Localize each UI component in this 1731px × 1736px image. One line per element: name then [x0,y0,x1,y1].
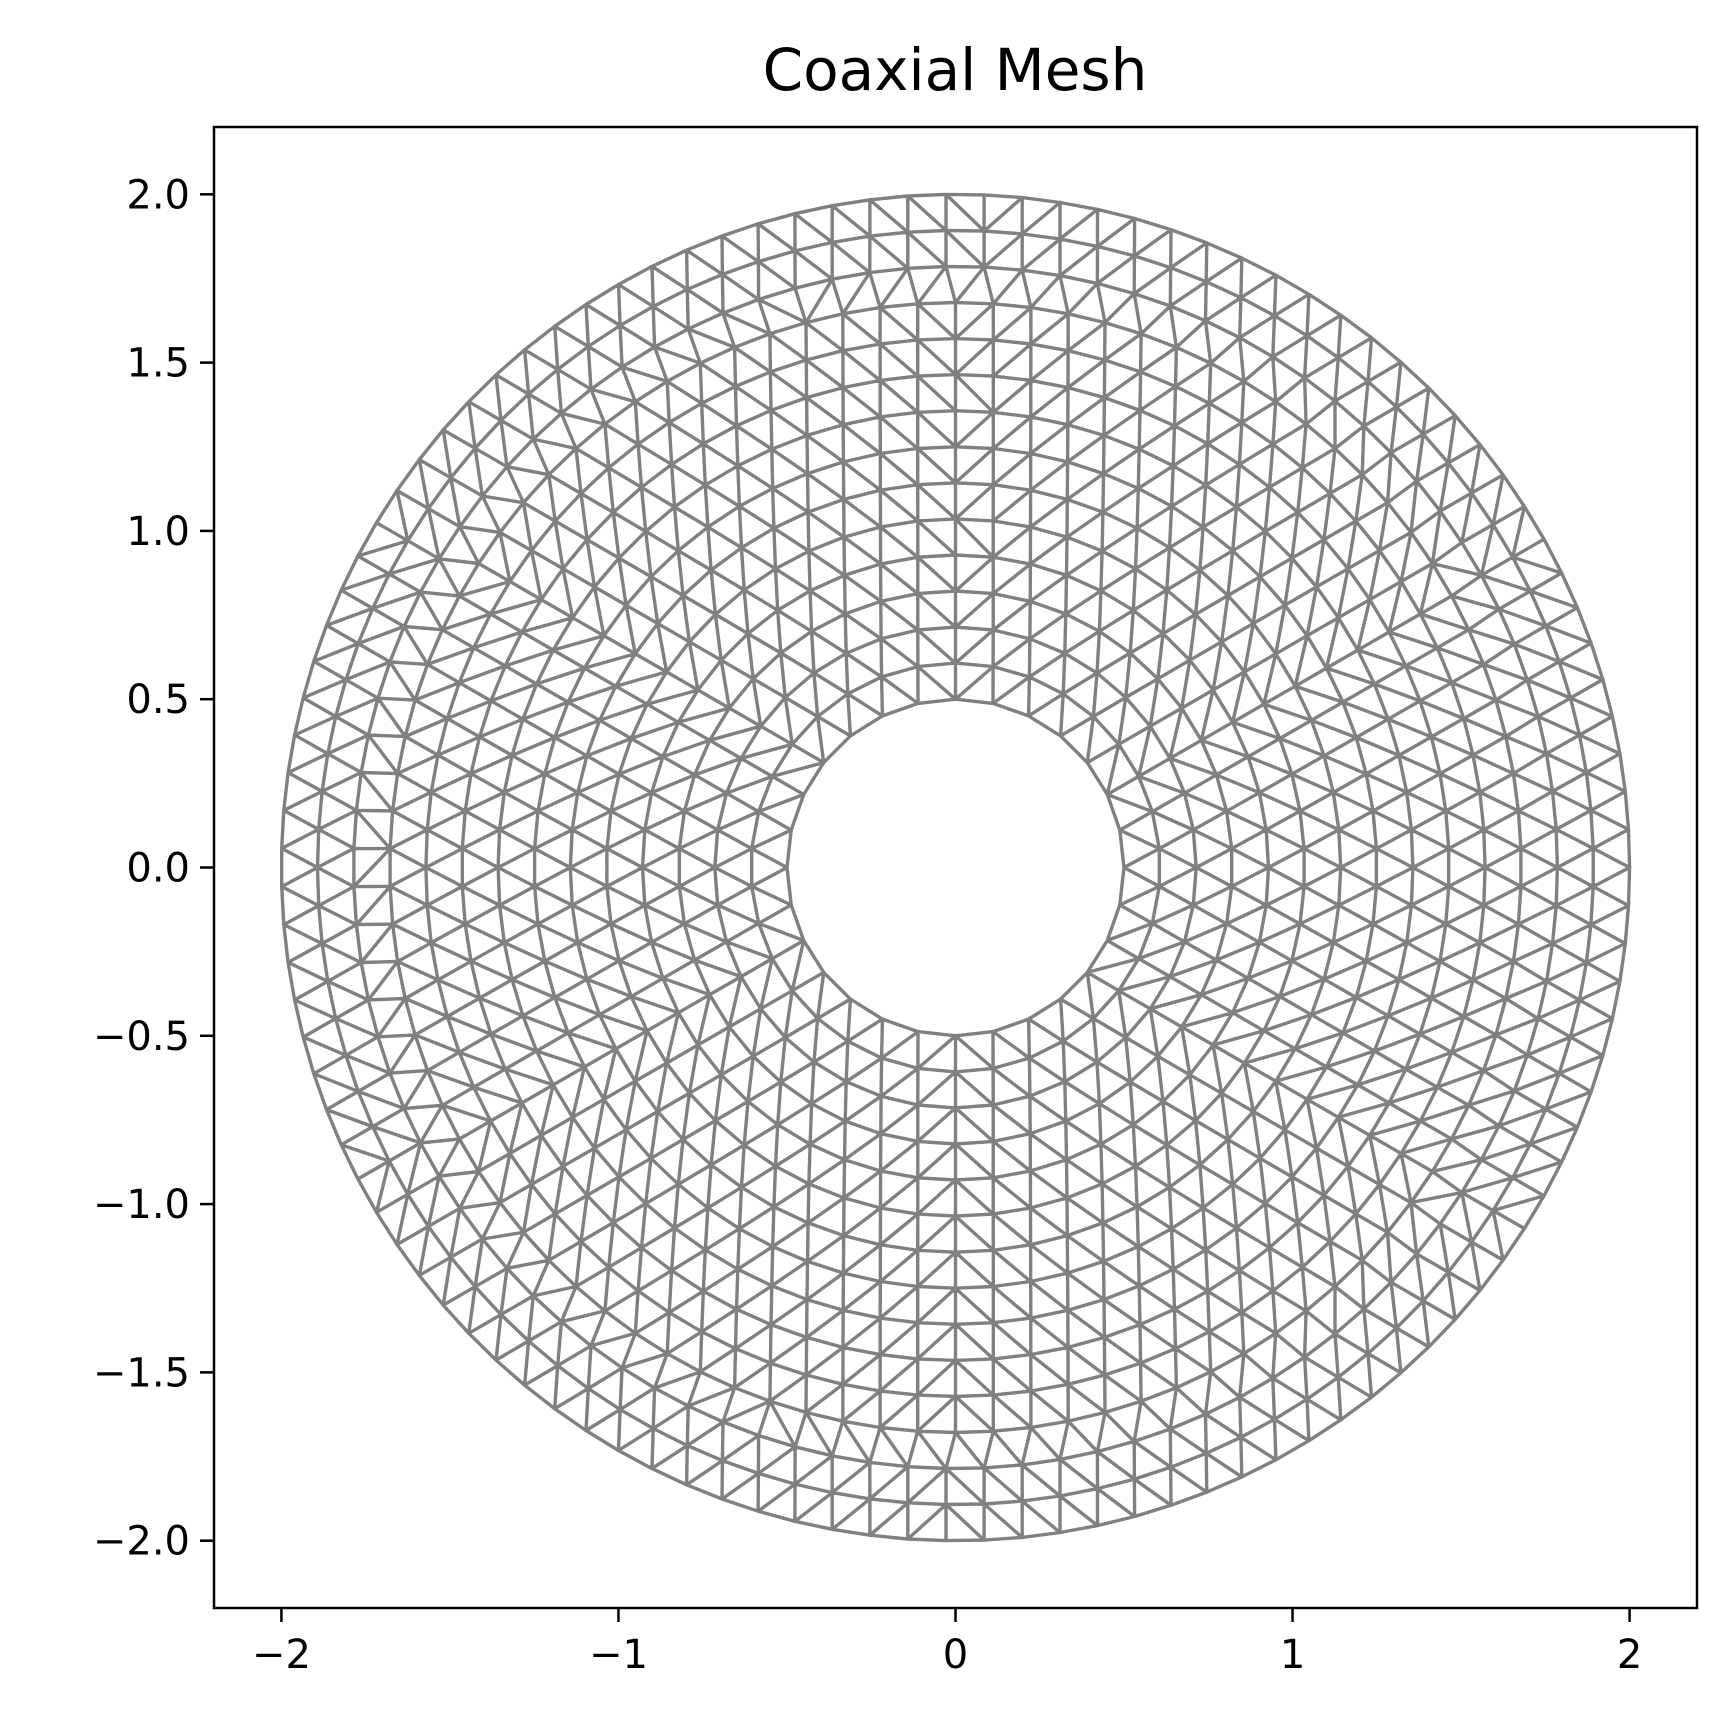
mesh-edges [280,192,1632,1543]
y-tick-label: 0.0 [126,846,190,892]
x-tick-label: −2 [252,1632,311,1678]
y-tick-label: −2.0 [93,1519,190,1565]
chart-title: Coaxial Mesh [763,36,1148,104]
y-tick-label: −0.5 [93,1014,190,1060]
y-axis: −2.0 −1.5 −1.0 −0.5 0.0 0.5 1.0 1.5 2.0 [93,172,214,1565]
y-tick-label: 1.0 [126,509,190,555]
y-tick-label: 1.5 [126,341,190,387]
x-tick-label: 1 [1280,1632,1305,1678]
x-tick-label: 0 [943,1632,968,1678]
y-tick-label: 0.5 [126,677,190,723]
x-tick-label: 2 [1617,1632,1642,1678]
x-axis: −2 −1 0 1 2 [252,1608,1642,1678]
y-tick-label: 2.0 [126,172,190,218]
y-tick-label: −1.0 [93,1182,190,1228]
mesh-layer [280,192,1632,1543]
x-tick-label: −1 [589,1632,648,1678]
y-tick-label: −1.5 [93,1350,190,1396]
